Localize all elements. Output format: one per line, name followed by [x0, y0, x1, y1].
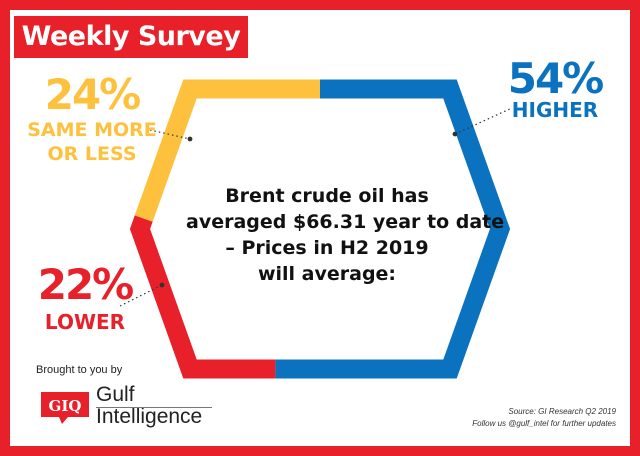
question-line-4: will average:: [257, 263, 397, 285]
follow-line: Follow us @gulf_intel for further update…: [472, 419, 616, 428]
ring-segments: [129, 79, 511, 379]
leader-dot-same: [187, 136, 193, 142]
leader-dot-lower: [159, 282, 165, 288]
leader-line-higher: [454, 107, 513, 135]
source-note: Source: GI Research Q2 2019 Follow us @g…: [472, 406, 616, 430]
logo-wordmark-line-2: Intelligence: [96, 405, 203, 428]
source-line: Source: GI Research Q2 2019: [508, 407, 616, 416]
logo-speech-bubble: [41, 392, 89, 424]
leader-lines: [119, 107, 513, 307]
lower-percent: 22%: [37, 260, 135, 309]
logo-wordmark-line-1: Gulf: [96, 383, 135, 406]
lower-label: LOWER: [44, 310, 126, 334]
sponsor-caption: Brought to you by: [36, 364, 123, 376]
gulf-intelligence-logo: GIQ: [41, 392, 89, 424]
ring-segment-higher: [275, 79, 511, 379]
logo-divider: [96, 407, 212, 408]
ring-segment-same-more-or-less: [134, 79, 320, 222]
higher-label: HIGHER: [511, 98, 599, 122]
question-line-2: averaged $66.31 year to date: [186, 211, 505, 233]
question-line-3: – Prices in H2 2019: [225, 237, 429, 259]
leader-line-lower: [119, 284, 163, 307]
logo-wordmark: Gulf Intelligence: [96, 384, 202, 428]
higher-percent: 54%: [507, 54, 605, 103]
leader-dot-higher: [452, 131, 458, 137]
same-label-line2: OR LESS: [47, 143, 137, 165]
question-line-1: Brent crude oil has: [225, 185, 429, 207]
survey-question: Brent crude oil has averaged $66.31 year…: [186, 183, 505, 287]
ring-segment-lower: [129, 215, 276, 379]
same-label-line1: SAME MORE: [27, 119, 157, 141]
page-title: Weekly Survey: [14, 16, 248, 58]
logo-mark: GIQ: [49, 397, 82, 415]
same-percent: 24%: [44, 70, 142, 119]
